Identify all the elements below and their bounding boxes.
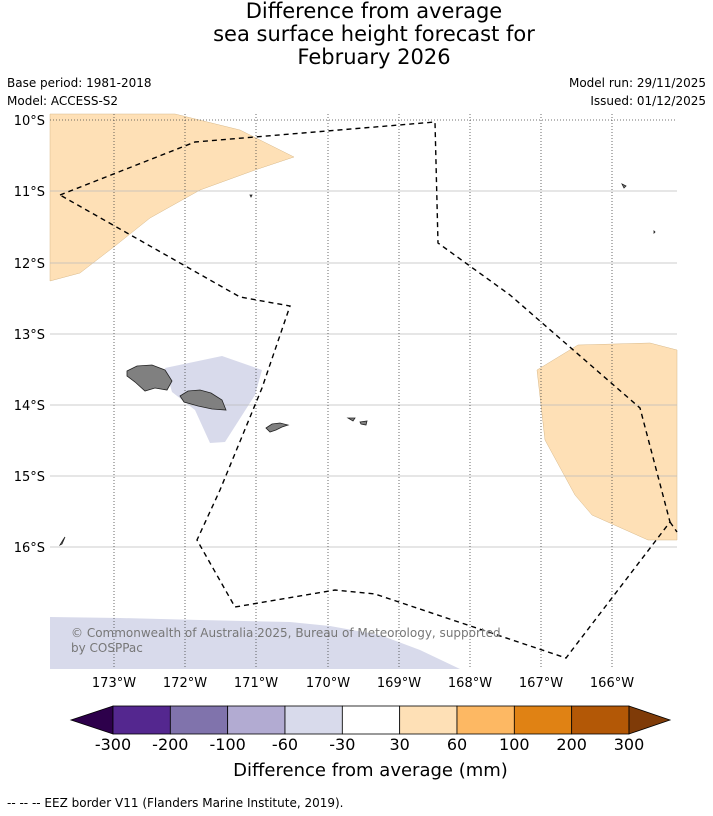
- longitude-labels: 173°W 172°W 171°W 170°W 169°W 168°W 167°…: [92, 676, 634, 691]
- title-line-3: February 2026: [297, 45, 451, 69]
- lon-label: 169°W: [377, 676, 421, 691]
- colorbar-tick-label: 60: [446, 735, 468, 754]
- lat-label: 13°S: [14, 328, 45, 343]
- lon-label: 168°W: [448, 676, 492, 691]
- upolu-island: [179, 389, 227, 411]
- base-period: Base period: 1981-2018: [7, 76, 152, 90]
- colorbar-tick-label: 300: [613, 735, 645, 754]
- lat-label: 11°S: [14, 185, 45, 200]
- lat-label: 16°S: [14, 541, 45, 556]
- chart-title: Difference from average sea surface heig…: [0, 0, 713, 69]
- lon-label: 172°W: [163, 676, 207, 691]
- colorbar-tick-label: -100: [209, 735, 246, 754]
- colorbar-swatch: [341, 705, 401, 735]
- model-name: Model: ACCESS-S2: [7, 94, 119, 108]
- lat-label: 10°S: [14, 114, 45, 129]
- latitude-gridlines: [50, 190, 677, 548]
- swains-islet: [621, 183, 627, 189]
- lon-label: 166°W: [590, 676, 634, 691]
- lat-label: 12°S: [14, 257, 45, 272]
- positive-anomaly-region-east: [536, 342, 678, 541]
- colorbar-title: Difference from average (mm): [233, 760, 508, 781]
- latitude-labels: 10°S 11°S 12°S 13°S 14°S 15°S 16°S: [14, 114, 45, 556]
- islet-southwest: [58, 536, 66, 546]
- colorbar-tick-label: 30: [389, 735, 410, 754]
- colorbar-tick-label: -60: [271, 735, 299, 754]
- lon-label: 167°W: [519, 676, 563, 691]
- colorbar-tick-label: -200: [152, 735, 189, 754]
- colorbar-tick-label: -300: [94, 735, 132, 754]
- colorbar-tick-label: 100: [499, 735, 530, 754]
- colorbar-over-arrow: [628, 705, 672, 735]
- lon-label: 170°W: [306, 676, 350, 691]
- negative-anomaly-region-south: [50, 617, 460, 669]
- colorbar-under-arrow: [69, 705, 114, 735]
- colorbar-swatch: [227, 705, 286, 735]
- islet-east: [653, 230, 656, 234]
- colorbar-swatch: [456, 705, 515, 735]
- eez-legend-footer: -- -- -- EEZ border V11 (Flanders Marine…: [7, 796, 344, 810]
- title-line-2: sea surface height forecast for: [213, 22, 535, 46]
- colorbar-swatch: [513, 705, 573, 735]
- model-run: Model run: 29/11/2025: [568, 76, 706, 90]
- colorbar-swatch: [112, 705, 171, 735]
- meta-right: Model run: 29/11/2025 Issued: 01/12/2025: [569, 74, 706, 110]
- colorbar-tick-label: 200: [556, 735, 587, 754]
- tau-island: [359, 420, 368, 426]
- land-islands: [58, 183, 656, 546]
- title-line-1: Difference from average: [245, 0, 503, 23]
- colorbar-swatch: [169, 705, 229, 735]
- meta-left: Base period: 1981-2018 Model: ACCESS-S2: [7, 74, 152, 110]
- tutuila-island: [265, 422, 290, 433]
- eez-border-segment: [669, 521, 678, 533]
- lon-label: 173°W: [92, 676, 136, 691]
- ofu-island: [346, 417, 356, 422]
- colorbar: [69, 705, 672, 735]
- colorbar-swatch: [571, 705, 630, 735]
- longitude-gridlines: [113, 114, 613, 669]
- lon-label: 171°W: [234, 676, 278, 691]
- lat-label: 14°S: [14, 399, 45, 414]
- lat-label: 15°S: [14, 470, 45, 485]
- small-islet: [249, 194, 253, 198]
- positive-anomaly-region-northwest: [49, 113, 295, 282]
- colorbar-swatch: [284, 705, 343, 735]
- copyright-notice: © Commonwealth of Australia 2025, Bureau…: [71, 626, 501, 655]
- colorbar-swatch: [399, 705, 458, 735]
- issued-date: Issued: 01/12/2025: [590, 94, 706, 108]
- savaii-island: [126, 364, 173, 392]
- colorbar-tick-label: -30: [329, 735, 356, 754]
